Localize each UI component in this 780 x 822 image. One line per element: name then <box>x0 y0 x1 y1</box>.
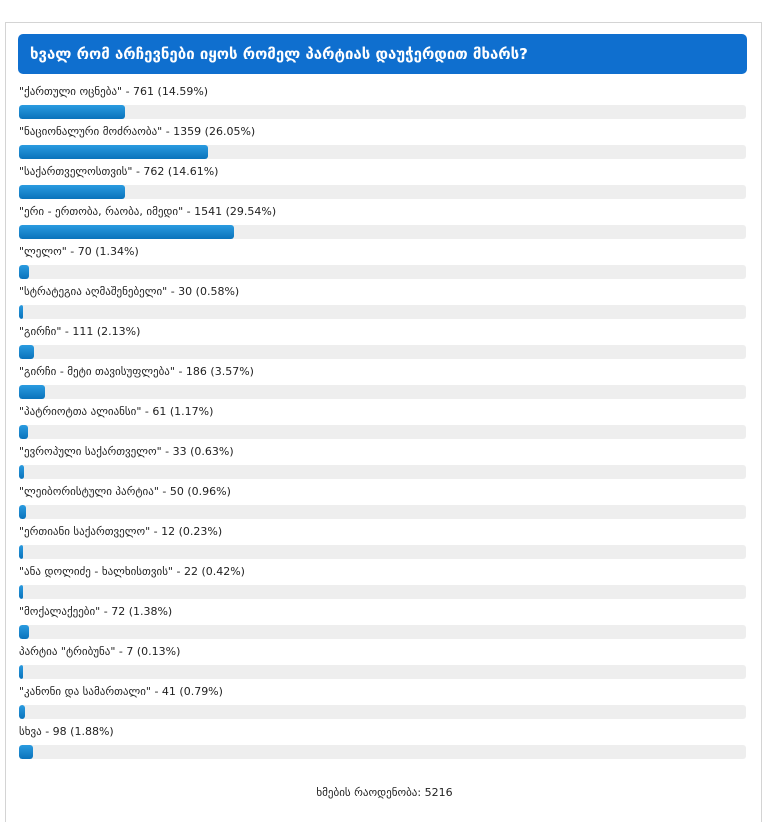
poll-option: "ერთიანი საქართველო" - 12 (0.23%) <box>18 525 747 565</box>
poll-option-label: "გირჩი - მეტი თავისუფლება" - 186 (3.57%) <box>19 365 254 378</box>
poll-option-label: "ერი - ერთობა, რაობა, იმედი" - 1541 (29.… <box>19 205 277 218</box>
poll-option-label: "ევროპული საქართველო" - 33 (0.63%) <box>19 445 234 458</box>
poll-option-bar-fill <box>19 385 45 399</box>
poll-option-bar-fill <box>19 625 30 639</box>
poll-option-bar-fill <box>19 185 126 199</box>
poll-option-bar-fill <box>19 665 23 679</box>
poll-option: "პატრიოტთა ალიანსი" - 61 (1.17%) <box>18 405 747 445</box>
poll-option: "საქართველოსთვის" - 762 (14.61%) <box>18 165 747 205</box>
poll-option-label: "ლელო" - 70 (1.34%) <box>19 245 139 258</box>
poll-option: "ერი - ერთობა, რაობა, იმედი" - 1541 (29.… <box>18 205 747 245</box>
poll-option-label: "ქართული ოცნება" - 761 (14.59%) <box>19 85 209 98</box>
poll-option-bar-fill <box>19 345 35 359</box>
poll-option: "გირჩი - მეტი თავისუფლება" - 186 (3.57%) <box>18 365 747 405</box>
poll-option-bar-track <box>19 585 746 599</box>
poll-option-label: სხვა - 98 (1.88%) <box>19 725 114 738</box>
poll-option-bar-fill <box>19 105 126 119</box>
poll-option-bar-fill <box>19 425 28 439</box>
poll-option: "სტრატეგია აღმაშენებელი" - 30 (0.58%) <box>18 285 747 325</box>
poll-option-label: პარტია "ტრიბუნა" - 7 (0.13%) <box>19 645 181 658</box>
poll-option-label: "გირჩი" - 111 (2.13%) <box>19 325 141 338</box>
poll-option-label: "ერთიანი საქართველო" - 12 (0.23%) <box>19 525 223 538</box>
poll-option-bar-fill <box>19 745 33 759</box>
poll-option-bar-fill <box>19 705 25 719</box>
poll-question: ხვალ რომ არჩევნები იყოს რომელ პარტიას და… <box>30 45 528 63</box>
poll-option-bar-track <box>19 105 746 119</box>
poll-option-label: "ლეიბორისტული პარტია" - 50 (0.96%) <box>19 485 231 498</box>
poll-option-bar-track <box>19 265 746 279</box>
poll-option-bar-track <box>19 345 746 359</box>
poll-option-bar-track <box>19 185 746 199</box>
poll-results-list: "ქართული ოცნება" - 761 (14.59%) "ნაციონალ… <box>18 85 747 765</box>
poll-option: "ნაციონალური მოძრაობა" - 1359 (26.05%) <box>18 125 747 165</box>
poll-header: ხვალ რომ არჩევნები იყოს რომელ პარტიას და… <box>18 34 747 74</box>
poll-option-label: "ნაციონალური მოძრაობა" - 1359 (26.05%) <box>19 125 256 138</box>
poll-option-bar-track <box>19 225 746 239</box>
poll-option-label: "ანა დოლიძე - ხალხისთვის" - 22 (0.42%) <box>19 565 245 578</box>
poll-option: "ლელო" - 70 (1.34%) <box>18 245 747 285</box>
poll-option-bar-fill <box>19 545 23 559</box>
poll-option-label: "საქართველოსთვის" - 762 (14.61%) <box>19 165 219 178</box>
poll-option-label: "პატრიოტთა ალიანსი" - 61 (1.17%) <box>19 405 214 418</box>
poll-option-bar-track <box>19 145 746 159</box>
poll-option-bar-fill <box>19 305 24 319</box>
poll-option: "მოქალაქეები" - 72 (1.38%) <box>18 605 747 645</box>
poll-option-bar-track <box>19 745 746 759</box>
poll-option: სხვა - 98 (1.88%) <box>18 725 747 765</box>
poll-option-bar-track <box>19 665 746 679</box>
poll-option: პარტია "ტრიბუნა" - 7 (0.13%) <box>18 645 747 685</box>
poll-option-bar-fill <box>19 145 209 159</box>
poll-option: "ევროპული საქართველო" - 33 (0.63%) <box>18 445 747 485</box>
poll-option: "გირჩი" - 111 (2.13%) <box>18 325 747 365</box>
poll-option-label: "კანონი და სამართალი" - 41 (0.79%) <box>19 685 223 698</box>
poll-option-bar-track <box>19 625 746 639</box>
poll-option-label: "სტრატეგია აღმაშენებელი" - 30 (0.58%) <box>19 285 240 298</box>
poll-option-bar-fill <box>19 505 26 519</box>
poll-widget: ხვალ რომ არჩევნები იყოს რომელ პარტიას და… <box>5 22 762 822</box>
poll-option-label: "მოქალაქეები" - 72 (1.38%) <box>19 605 173 618</box>
poll-option: "ლეიბორისტული პარტია" - 50 (0.96%) <box>18 485 747 525</box>
poll-option-bar-track <box>19 425 746 439</box>
poll-option-bar-fill <box>19 225 234 239</box>
poll-option-bar-track <box>19 385 746 399</box>
poll-option-bar-track <box>19 305 746 319</box>
poll-option: "ანა დოლიძე - ხალხისთვის" - 22 (0.42%) <box>18 565 747 605</box>
poll-option: "კანონი და სამართალი" - 41 (0.79%) <box>18 685 747 725</box>
poll-total-votes: ხმების რაოდენობა: 5216 <box>316 786 453 799</box>
poll-option-bar-fill <box>19 265 29 279</box>
poll-option-bar-track <box>19 465 746 479</box>
poll-option: "ქართული ოცნება" - 761 (14.59%) <box>18 85 747 125</box>
poll-option-bar-fill <box>19 465 24 479</box>
poll-option-bar-track <box>19 505 746 519</box>
poll-option-bar-fill <box>19 585 23 599</box>
poll-option-bar-track <box>19 545 746 559</box>
poll-option-bar-track <box>19 705 746 719</box>
